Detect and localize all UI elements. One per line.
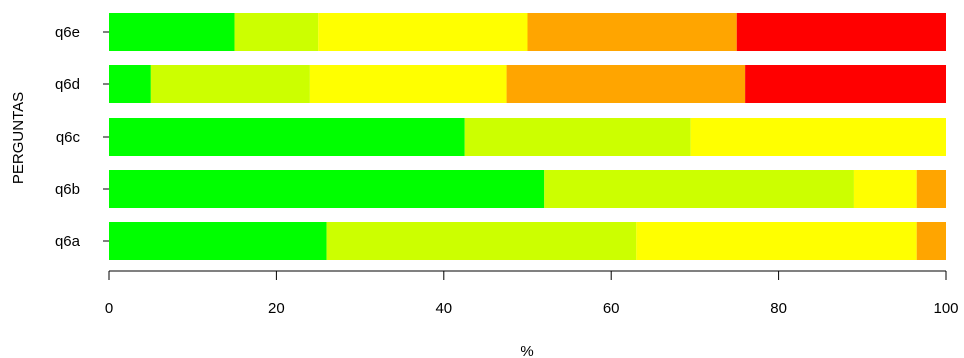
category-label-q6c: q6c: [56, 129, 81, 146]
bar-segment-q6b-3: [853, 170, 917, 208]
bar-segment-q6a-1: [109, 222, 327, 260]
bar-segment-q6b-1: [109, 170, 545, 208]
category-label-q6d: q6d: [55, 76, 80, 93]
category-label-q6b: q6b: [55, 181, 80, 198]
bar-segment-q6b-2: [544, 170, 854, 208]
x-tick-label-60: 60: [603, 300, 620, 317]
bar-segment-q6e-5: [736, 13, 946, 51]
bar-segment-q6a-3: [636, 222, 917, 260]
bar-segment-q6e-3: [318, 13, 528, 51]
bar-segment-q6b-4: [916, 170, 946, 208]
bar-segment-q6c-2: [464, 118, 691, 156]
bar-segment-q6d-1: [109, 65, 151, 103]
y-axis-label: PERGUNTAS: [10, 92, 27, 184]
bar-segment-q6d-3: [309, 65, 507, 103]
bar-segment-q6c-1: [109, 118, 465, 156]
bar-segment-q6d-5: [745, 65, 946, 103]
bar-segment-q6a-2: [326, 222, 637, 260]
bar-segment-q6a-4: [916, 222, 946, 260]
category-label-q6a: q6a: [55, 233, 81, 250]
x-tick-label-80: 80: [770, 300, 787, 317]
bar-segment-q6d-4: [506, 65, 746, 103]
x-tick-label-100: 100: [933, 300, 958, 317]
category-labels: q6a q6b q6c q6d q6e: [55, 24, 109, 250]
x-tick-label-20: 20: [268, 300, 285, 317]
bar-segment-q6d-2: [150, 65, 310, 103]
bar-segment-q6e-1: [109, 13, 235, 51]
category-label-q6e: q6e: [55, 24, 80, 41]
bar-segment-q6e-4: [527, 13, 737, 51]
bars-group: [109, 13, 946, 260]
bar-segment-q6e-2: [234, 13, 319, 51]
x-tick-label-40: 40: [435, 300, 452, 317]
x-tick-label-0: 0: [105, 300, 113, 317]
bar-segment-q6c-3: [690, 118, 946, 156]
x-axis: 0 20 40 60 80 100: [105, 270, 959, 317]
x-axis-label: %: [520, 343, 533, 358]
